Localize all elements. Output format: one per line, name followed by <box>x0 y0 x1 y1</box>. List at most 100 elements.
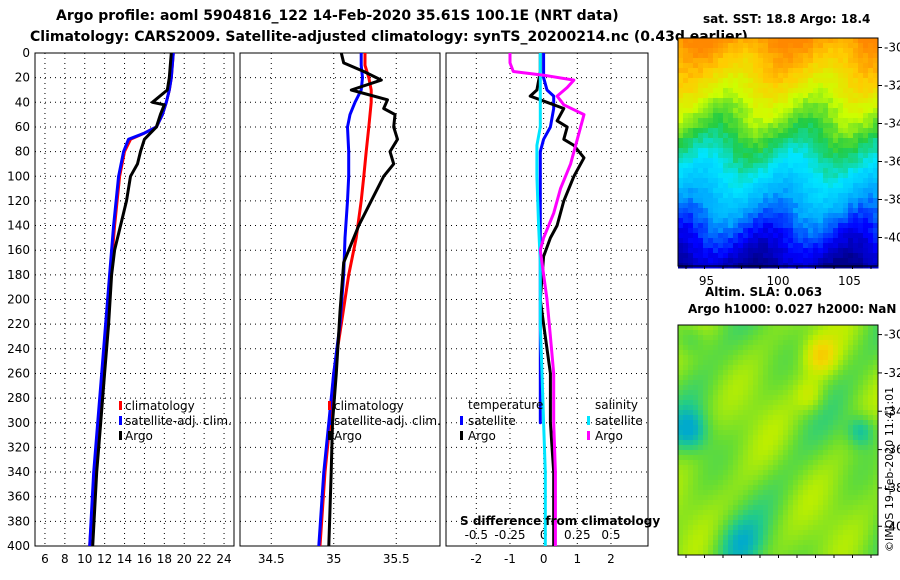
heatmap-cell <box>693 258 699 264</box>
heatmap-cell <box>853 93 859 99</box>
heatmap-cell <box>703 465 709 471</box>
heatmap-cell <box>793 505 799 511</box>
heatmap-cell <box>863 258 869 264</box>
heatmap-cell <box>678 168 684 174</box>
heatmap-cell <box>743 158 749 164</box>
heatmap-cell <box>693 440 699 446</box>
heatmap-cell <box>683 178 689 184</box>
heatmap-cell <box>768 108 774 114</box>
heatmap-cell <box>748 535 754 541</box>
heatmap-cell <box>693 345 699 351</box>
heatmap-cell <box>748 415 754 421</box>
heatmap-cell <box>858 365 864 371</box>
heatmap-cell <box>693 365 699 371</box>
heatmap-cell <box>818 430 824 436</box>
heatmap-cell <box>868 163 874 169</box>
heatmap-cell <box>873 520 879 526</box>
heatmap-cell <box>733 495 739 501</box>
heatmap-cell <box>778 505 784 511</box>
heatmap-cell <box>693 355 699 361</box>
heatmap-cell <box>748 470 754 476</box>
heatmap-cell <box>733 360 739 366</box>
heatmap-cell <box>873 138 879 144</box>
heatmap-cell <box>733 158 739 164</box>
heatmap-cell <box>823 495 829 501</box>
heatmap-cell <box>758 525 764 531</box>
heatmap-cell <box>698 500 704 506</box>
heatmap-cell <box>778 243 784 249</box>
heatmap-cell <box>818 400 824 406</box>
heatmap-cell <box>758 415 764 421</box>
heatmap-cell <box>733 233 739 239</box>
heatmap-cell <box>763 520 769 526</box>
heatmap-cell <box>733 108 739 114</box>
heatmap-cell <box>793 118 799 124</box>
heatmap-cell <box>713 500 719 506</box>
heatmap-cell <box>803 345 809 351</box>
heatmap-cell <box>733 325 739 331</box>
heatmap-cell <box>693 208 699 214</box>
heatmap-cell <box>863 168 869 174</box>
heatmap-cell <box>703 238 709 244</box>
heatmap-cell <box>848 360 854 366</box>
heatmap-cell <box>828 188 834 194</box>
heatmap-cell <box>738 53 744 59</box>
heatmap-cell <box>858 495 864 501</box>
heatmap-cell <box>868 425 874 431</box>
heatmap-cell <box>828 153 834 159</box>
heatmap-cell <box>798 258 804 264</box>
heatmap-cell <box>823 53 829 59</box>
heatmap-cell <box>853 98 859 104</box>
heatmap-cell <box>743 233 749 239</box>
heatmap-cell <box>808 375 814 381</box>
heatmap-cell <box>868 203 874 209</box>
heatmap-cell <box>698 208 704 214</box>
heatmap-cell <box>678 495 684 501</box>
heatmap-cell <box>843 138 849 144</box>
heatmap-cell <box>853 143 859 149</box>
heatmap-cell <box>778 490 784 496</box>
heatmap-cell <box>773 53 779 59</box>
heatmap-cell <box>813 540 819 546</box>
heatmap-cell <box>793 510 799 516</box>
heatmap-cell <box>718 400 724 406</box>
heatmap-cell <box>778 63 784 69</box>
heatmap-cell <box>683 128 689 134</box>
heatmap-cell <box>843 475 849 481</box>
heatmap-cell <box>798 218 804 224</box>
heatmap-cell <box>818 153 824 159</box>
heatmap-cell <box>843 380 849 386</box>
heatmap-cell <box>783 123 789 129</box>
heatmap-cell <box>703 153 709 159</box>
heatmap-cell <box>738 480 744 486</box>
heatmap-cell <box>678 505 684 511</box>
heatmap-cell <box>828 213 834 219</box>
heatmap-cell <box>763 203 769 209</box>
heatmap-cell <box>853 233 859 239</box>
heatmap-cell <box>743 93 749 99</box>
heatmap-cell <box>873 500 879 506</box>
heatmap-cell <box>788 550 794 556</box>
heatmap-cell <box>818 183 824 189</box>
heatmap-cell <box>713 435 719 441</box>
heatmap-cell <box>843 335 849 341</box>
heatmap-cell <box>688 88 694 94</box>
heatmap-cell <box>758 183 764 189</box>
heatmap-cell <box>678 128 684 134</box>
heatmap-cell <box>788 63 794 69</box>
sla-map-title-line2: Argo h1000: 0.027 h2000: NaN <box>688 302 896 316</box>
heatmap-cell <box>763 113 769 119</box>
heatmap-cell <box>743 445 749 451</box>
heatmap-cell <box>778 480 784 486</box>
x-tick-label: 22 <box>197 552 212 566</box>
heatmap-cell <box>753 510 759 516</box>
heatmap-cell <box>868 360 874 366</box>
heatmap-cell <box>683 325 689 331</box>
heatmap-cell <box>828 455 834 461</box>
heatmap-cell <box>768 545 774 551</box>
heatmap-cell <box>803 233 809 239</box>
heatmap-cell <box>738 143 744 149</box>
heatmap-cell <box>758 108 764 114</box>
heatmap-cell <box>768 420 774 426</box>
heatmap-cell <box>838 420 844 426</box>
